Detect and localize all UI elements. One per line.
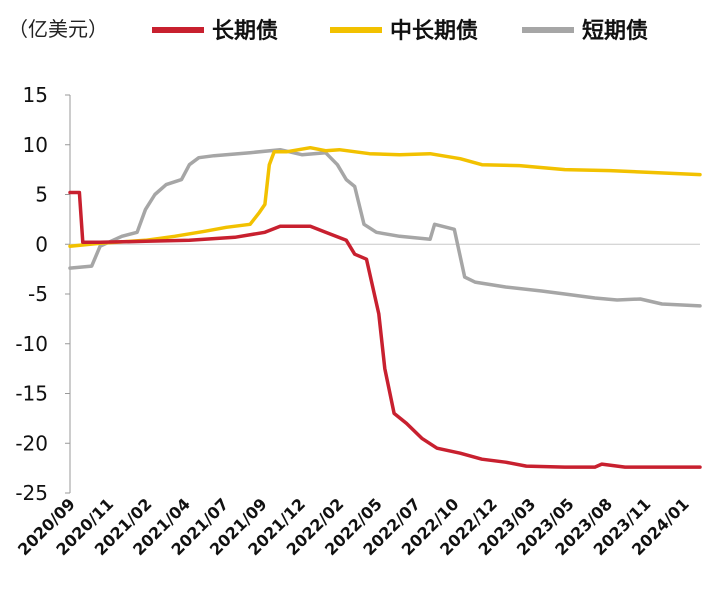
legend-label-0: 长期债 bbox=[212, 19, 278, 44]
y-tick-label: 10 bbox=[23, 133, 48, 157]
legend-label-1: 中长期债 bbox=[390, 19, 478, 44]
y-tick-label: -10 bbox=[15, 332, 48, 356]
axes: 151050-5-10-15-20-252020/092020/112021/0… bbox=[14, 83, 700, 559]
legend: 长期债 中长期债 短期债 bbox=[152, 19, 648, 44]
series-line-0 bbox=[68, 190, 702, 469]
series-line-1 bbox=[68, 145, 702, 248]
y-tick-label: 15 bbox=[23, 83, 48, 107]
y-tick-label: -5 bbox=[28, 282, 48, 306]
unit-label: （亿美元） bbox=[8, 17, 108, 41]
series-group bbox=[68, 145, 702, 469]
y-tick-label: -25 bbox=[15, 481, 48, 505]
y-tick-label: -15 bbox=[15, 382, 48, 406]
legend-label-2: 短期债 bbox=[582, 19, 648, 44]
y-tick-label: 0 bbox=[35, 232, 48, 256]
y-tick-label: 5 bbox=[35, 183, 48, 207]
y-tick-label: -20 bbox=[15, 431, 48, 455]
series-line-2 bbox=[68, 147, 702, 308]
